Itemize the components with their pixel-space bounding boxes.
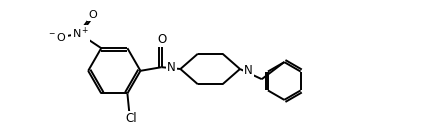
Text: O: O [88, 10, 97, 20]
Text: Cl: Cl [125, 112, 137, 125]
Text: O: O [157, 33, 166, 47]
Text: $^-$O: $^-$O [47, 30, 67, 43]
Text: N: N [245, 64, 253, 77]
Text: N: N [167, 61, 176, 74]
Text: N$^+$: N$^+$ [72, 26, 89, 41]
